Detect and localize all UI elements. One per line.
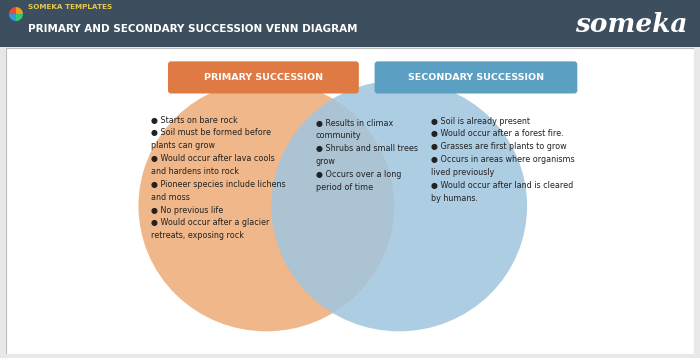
Text: SECONDARY SUCCESSION: SECONDARY SUCCESSION	[408, 73, 544, 82]
Text: ● Soil is already present
● Would occur after a forest fire.
● Grasses are first: ● Soil is already present ● Would occur …	[430, 117, 574, 203]
Wedge shape	[16, 14, 23, 21]
Wedge shape	[9, 7, 16, 14]
FancyBboxPatch shape	[374, 61, 578, 93]
Ellipse shape	[272, 81, 527, 332]
FancyBboxPatch shape	[6, 48, 694, 354]
FancyBboxPatch shape	[0, 0, 700, 47]
Text: ● Starts on bare rock
● Soil must be formed before
plants can grow
● Would occur: ● Starts on bare rock ● Soil must be for…	[151, 116, 286, 240]
Wedge shape	[16, 7, 23, 14]
Text: SOMEKA TEMPLATES: SOMEKA TEMPLATES	[28, 4, 112, 10]
Text: PRIMARY AND SECONDARY SUCCESSION VENN DIAGRAM: PRIMARY AND SECONDARY SUCCESSION VENN DI…	[28, 24, 358, 34]
Wedge shape	[9, 14, 16, 21]
Text: ● Results in climax
community
● Shrubs and small trees
grow
● Occurs over a long: ● Results in climax community ● Shrubs a…	[316, 118, 418, 192]
Text: someka: someka	[575, 11, 688, 37]
Ellipse shape	[139, 81, 394, 332]
Text: PRIMARY SUCCESSION: PRIMARY SUCCESSION	[204, 73, 323, 82]
FancyBboxPatch shape	[168, 61, 359, 93]
